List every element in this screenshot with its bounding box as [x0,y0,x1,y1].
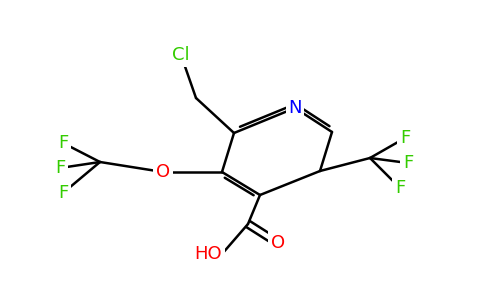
Text: Cl: Cl [172,46,190,64]
Text: F: F [400,129,410,147]
Text: N: N [288,99,302,117]
Text: F: F [58,134,68,152]
Text: HO: HO [195,245,222,263]
Text: O: O [271,234,285,252]
Text: F: F [395,179,405,197]
Text: O: O [156,163,170,181]
Text: F: F [403,154,413,172]
Text: F: F [58,184,68,202]
Text: F: F [55,159,65,177]
